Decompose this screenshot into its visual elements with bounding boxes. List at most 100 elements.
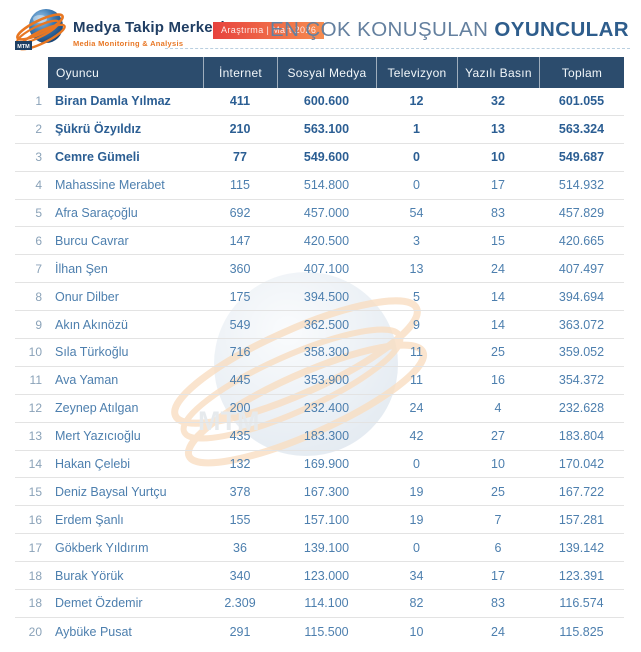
actor-name-cell: Demet Özdemir bbox=[55, 596, 143, 611]
table-row: 11 Ava Yaman 445 353.900 11 16 354.372 bbox=[15, 367, 624, 395]
televizyon-cell: 9 bbox=[413, 317, 420, 332]
internet-cell: 716 bbox=[229, 345, 251, 360]
sosyal-medya-cell: 394.500 bbox=[303, 289, 350, 304]
yazili-basin-cell: 7 bbox=[494, 512, 502, 527]
rank-cell: 16 bbox=[28, 512, 42, 527]
logo-mtm-text: MTM bbox=[17, 44, 30, 50]
yazili-basin-cell: 17 bbox=[491, 178, 505, 193]
toplam-cell: 167.722 bbox=[558, 484, 605, 499]
rank-cell: 9 bbox=[35, 317, 42, 332]
rank-cell: 17 bbox=[28, 540, 42, 555]
toplam-cell: 354.372 bbox=[558, 373, 605, 388]
televizyon-cell: 5 bbox=[413, 289, 420, 304]
column-header-oyuncu: Oyuncu bbox=[56, 65, 100, 80]
yazili-basin-cell: 83 bbox=[491, 206, 505, 220]
toplam-cell: 420.665 bbox=[558, 233, 605, 248]
sosyal-medya-cell: 600.600 bbox=[303, 94, 350, 109]
actor-name-cell: Mahassine Merabet bbox=[55, 178, 165, 193]
internet-cell: 175 bbox=[229, 289, 251, 304]
sosyal-medya-cell: 362.500 bbox=[303, 317, 350, 332]
column-header-yazili-basin: Yazılı Basın bbox=[457, 57, 539, 88]
televizyon-cell: 11 bbox=[410, 345, 423, 360]
rank-cell: 3 bbox=[35, 150, 42, 165]
actor-name-cell: Sıla Türkoğlu bbox=[55, 345, 129, 360]
actor-name-cell: Hakan Çelebi bbox=[55, 457, 131, 472]
header-divider bbox=[165, 48, 630, 49]
yazili-basin-cell: 17 bbox=[491, 568, 505, 583]
televizyon-cell: 10 bbox=[409, 624, 424, 639]
yazili-basin-cell: 10 bbox=[491, 457, 505, 472]
actor-name-cell: Zeynep Atılgan bbox=[55, 401, 139, 416]
televizyon-cell: 1 bbox=[413, 122, 420, 137]
sosyal-medya-cell: 183.300 bbox=[303, 429, 350, 444]
brand-name: Medya Takip Merkezi bbox=[73, 19, 225, 36]
table-body: 1 Biran Damla Yılmaz 411 600.600 12 32 6… bbox=[0, 88, 641, 646]
televizyon-cell: 34 bbox=[409, 568, 424, 583]
yazili-basin-cell: 14 bbox=[491, 289, 505, 304]
rank-cell: 18 bbox=[28, 568, 42, 583]
header: MTM Medya Takip Merkezi Media Monitoring… bbox=[0, 0, 641, 56]
internet-cell: 692 bbox=[229, 206, 251, 220]
table-row: 13 Mert Yazıcıoğlu 435 183.300 42 27 183… bbox=[15, 423, 624, 451]
sosyal-medya-cell: 514.800 bbox=[303, 178, 350, 193]
televizyon-cell: 82 bbox=[409, 596, 424, 611]
yazili-basin-cell: 83 bbox=[491, 596, 505, 611]
actor-name-cell: Biran Damla Yılmaz bbox=[55, 94, 171, 109]
table-row: 10 Sıla Türkoğlu 716 358.300 11 25 359.0… bbox=[15, 339, 624, 367]
actor-name-cell: Burcu Cavrar bbox=[55, 233, 129, 248]
yazili-basin-cell: 24 bbox=[491, 261, 505, 276]
table-row: 17 Gökberk Yıldırım 36 139.100 0 6 139.1… bbox=[15, 534, 624, 563]
toplam-cell: 232.628 bbox=[558, 401, 605, 416]
internet-cell: 77 bbox=[233, 150, 247, 165]
yazili-basin-cell: 16 bbox=[491, 373, 505, 388]
table-row: 1 Biran Damla Yılmaz 411 600.600 12 32 6… bbox=[15, 88, 624, 116]
yazili-basin-cell: 27 bbox=[491, 429, 505, 444]
sosyal-medya-cell: 232.400 bbox=[303, 401, 350, 416]
table-row: 8 Onur Dilber 175 394.500 5 14 394.694 bbox=[15, 283, 624, 312]
toplam-cell: 359.052 bbox=[558, 345, 605, 360]
rank-cell: 13 bbox=[28, 429, 42, 444]
internet-cell: 411 bbox=[229, 94, 251, 109]
actor-name-cell: Mert Yazıcıoğlu bbox=[55, 429, 141, 444]
table-row: 15 Deniz Baysal Yurtçu 378 167.300 19 25… bbox=[15, 478, 624, 507]
brand-tagline: Media Monitoring & Analysis bbox=[73, 39, 184, 48]
televizyon-cell: 11 bbox=[410, 373, 423, 388]
research-date-badge: Araştırma | Mart 2026 bbox=[213, 22, 325, 39]
actor-name-cell: Gökberk Yıldırım bbox=[55, 540, 149, 555]
toplam-cell: 139.142 bbox=[558, 540, 605, 555]
actor-name-cell: Aybüke Pusat bbox=[55, 624, 132, 639]
ranking-table: Oyuncu İnternet Sosyal Medya Televizyon … bbox=[0, 57, 641, 646]
sosyal-medya-cell: 407.100 bbox=[303, 261, 350, 276]
actor-name-cell: Şükrü Özyıldız bbox=[55, 122, 142, 137]
sosyal-medya-cell: 139.100 bbox=[303, 540, 350, 555]
table-row: 18 Demet Özdemir 2.309 114.100 82 83 116… bbox=[15, 590, 624, 618]
sosyal-medya-cell: 457.000 bbox=[303, 206, 350, 220]
yazili-basin-cell: 24 bbox=[491, 624, 505, 639]
rank-cell: 7 bbox=[35, 261, 42, 276]
yazili-basin-cell: 14 bbox=[491, 317, 505, 332]
televizyon-cell: 19 bbox=[409, 512, 424, 527]
rank-cell: 6 bbox=[35, 233, 42, 248]
yazili-basin-cell: 10 bbox=[491, 150, 505, 165]
sosyal-medya-cell: 167.300 bbox=[303, 484, 350, 499]
yazili-basin-cell: 25 bbox=[491, 345, 505, 360]
table-row: 7 İlhan Şen 360 407.100 13 24 407.497 bbox=[15, 255, 624, 284]
actor-name-cell: Erdem Şanlı bbox=[55, 512, 124, 527]
rank-cell: 5 bbox=[35, 206, 42, 220]
rank-cell: 10 bbox=[28, 345, 42, 360]
table-row: 20 Aybüke Pusat 291 115.500 10 24 115.82… bbox=[15, 618, 624, 646]
internet-cell: 155 bbox=[229, 512, 251, 527]
rank-cell: 20 bbox=[28, 624, 42, 639]
actor-name-cell: İlhan Şen bbox=[55, 261, 108, 276]
toplam-cell: 407.497 bbox=[558, 261, 605, 276]
table-row: 6 Burcu Cavrar 147 420.500 3 15 420.665 bbox=[15, 227, 624, 256]
sosyal-medya-cell: 157.100 bbox=[303, 512, 350, 527]
column-header-sosyal-medya: Sosyal Medya bbox=[277, 57, 376, 88]
toplam-cell: 183.804 bbox=[558, 429, 605, 444]
toplam-cell: 514.932 bbox=[558, 178, 605, 193]
toplam-cell: 115.825 bbox=[559, 624, 604, 639]
sosyal-medya-cell: 123.000 bbox=[303, 568, 350, 583]
table-row: 12 Zeynep Atılgan 200 232.400 24 4 232.6… bbox=[15, 395, 624, 423]
televizyon-cell: 3 bbox=[413, 233, 420, 248]
toplam-cell: 116.574 bbox=[559, 596, 604, 611]
